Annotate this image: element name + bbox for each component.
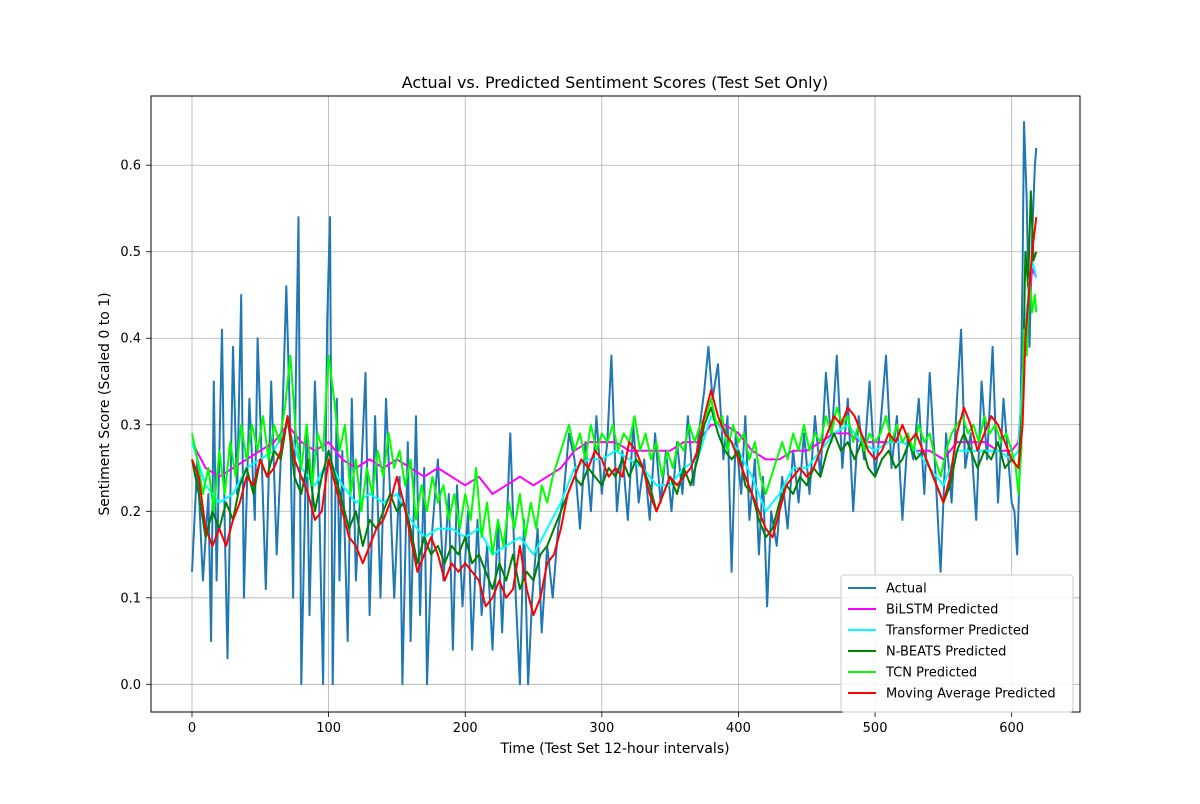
series-line-1: [191, 268, 1038, 495]
x-tick-label: 0: [188, 721, 196, 736]
legend-label: Actual: [886, 582, 927, 597]
legend-label: N-BEATS Predicted: [886, 645, 1006, 660]
x-tick-label: 200: [453, 721, 478, 736]
legend-label: Transformer Predicted: [885, 624, 1029, 639]
y-tick-label: 0.1: [120, 591, 141, 606]
x-tick-label: 500: [863, 721, 888, 736]
y-tick-label: 0.0: [120, 678, 141, 693]
x-tick-label: 400: [726, 721, 751, 736]
series-line-5: [191, 216, 1038, 617]
legend-label: TCN Predicted: [885, 666, 977, 681]
x-tick-label: 300: [589, 721, 614, 736]
x-tick-label: 100: [316, 721, 341, 736]
x-axis-ticks: 0 100 200 300 400 500 600: [188, 712, 1024, 736]
grid-lines: [151, 96, 1080, 712]
y-axis-label: Sentiment Score (Scaled 0 to 1): [97, 292, 113, 515]
y-tick-label: 0.2: [120, 505, 141, 520]
plot-series: [191, 121, 1038, 686]
legend-box: [840, 574, 1074, 713]
series-line-3: [191, 190, 1038, 591]
y-axis-ticks: 0.0 0.1 0.2 0.3 0.4 0.5 0.6: [120, 159, 151, 693]
y-tick-label: 0.3: [120, 418, 141, 433]
x-axis-label: Time (Test Set 12-hour intervals): [499, 741, 729, 757]
series-line-2: [191, 259, 1038, 556]
chart-title: Actual vs. Predicted Sentiment Scores (T…: [402, 73, 829, 92]
y-tick-label: 0.5: [120, 245, 141, 260]
x-tick-label: 600: [999, 721, 1024, 736]
plot-frame: [150, 95, 1081, 713]
y-tick-label: 0.6: [120, 159, 141, 174]
y-tick-label: 0.4: [120, 332, 141, 347]
legend-label: BiLSTM Predicted: [886, 603, 998, 618]
legend: Actual BiLSTM Predicted Transformer Predic…: [840, 574, 1074, 713]
series-line-4: [191, 276, 1038, 556]
legend-label: Moving Average Predicted: [886, 687, 1056, 702]
